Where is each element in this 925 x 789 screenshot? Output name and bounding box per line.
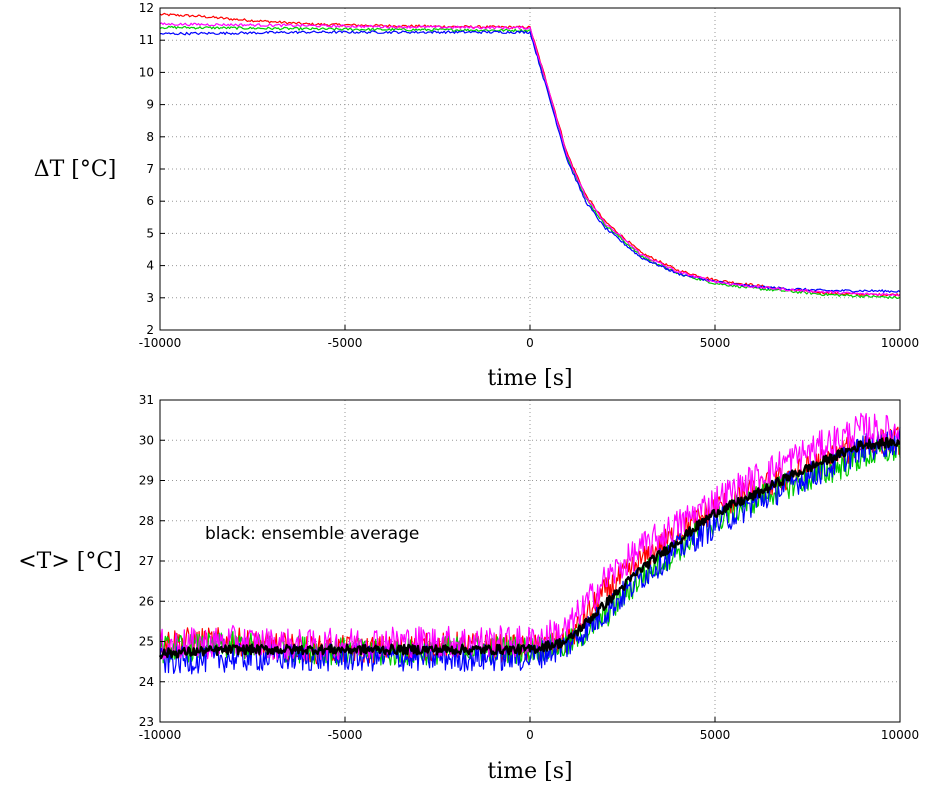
series-line-1 <box>159 437 901 666</box>
series-line-2 <box>160 30 901 293</box>
y-tick-label: 31 <box>139 393 154 407</box>
y-tick-label: 27 <box>139 554 154 568</box>
series-line-1 <box>159 25 901 299</box>
y-tick-label: 11 <box>139 33 154 47</box>
y-tick-label: 2 <box>146 323 154 337</box>
x-tick-label: -10000 <box>139 336 182 350</box>
y-tick-label: 25 <box>139 635 154 649</box>
series-line-0 <box>159 12 901 297</box>
y-tick-label: 3 <box>146 291 154 305</box>
x-tick-label: 0 <box>526 728 534 742</box>
x-axis-label: time [s] <box>487 366 572 391</box>
series-line-2 <box>159 427 901 675</box>
x-tick-label: -5000 <box>328 728 363 742</box>
y-tick-label: 5 <box>146 226 154 240</box>
y-axis-label: ΔT [°C] <box>34 157 117 182</box>
series-line-3 <box>159 412 901 662</box>
x-tick-label: 5000 <box>700 728 731 742</box>
y-tick-label: 10 <box>139 65 154 79</box>
annotation-text: black: ensemble average <box>205 524 419 544</box>
y-tick-label: 29 <box>139 474 154 488</box>
x-tick-label: -10000 <box>139 728 182 742</box>
x-tick-label: 0 <box>526 336 534 350</box>
y-tick-label: 4 <box>146 259 154 273</box>
y-tick-label: 24 <box>139 675 154 689</box>
y-tick-label: 9 <box>146 98 154 112</box>
y-tick-label: 26 <box>139 594 154 608</box>
y-tick-label: 28 <box>139 514 154 528</box>
y-axis-label: <T> [°C] <box>18 549 122 574</box>
series-line-4 <box>158 437 901 660</box>
x-axis-label: time [s] <box>487 759 572 784</box>
x-tick-label: 10000 <box>881 728 919 742</box>
x-tick-label: 5000 <box>700 336 731 350</box>
y-tick-label: 23 <box>139 715 154 729</box>
top-chart-delta-t: -10000 -5000 0 5000 10000 2 3 4 5 6 7 8 9 10 11 12 ΔT [… <box>34 1 919 391</box>
series-line-3 <box>159 22 901 297</box>
y-tick-label: 12 <box>139 1 154 15</box>
y-tick-label: 6 <box>146 194 154 208</box>
x-tick-label: -5000 <box>328 336 363 350</box>
x-tick-label: 10000 <box>881 336 919 350</box>
y-tick-label: 30 <box>139 433 154 447</box>
y-tick-label: 8 <box>146 130 154 144</box>
y-tick-label: 7 <box>146 162 154 176</box>
bottom-chart-mean-t: -10000 -5000 0 5000 10000232425262728293031 … <box>18 393 919 784</box>
